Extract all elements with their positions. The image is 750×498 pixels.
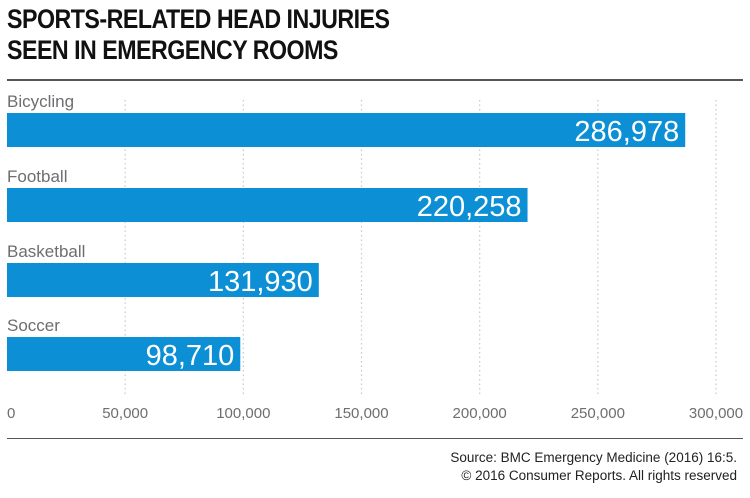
chart-title-line-1: SPORTS-RELATED HEAD INJURIES — [7, 4, 390, 34]
x-tick-label: 50,000 — [102, 405, 148, 422]
source-note: Source: BMC Emergency Medicine (2016) 16… — [450, 449, 737, 485]
bottom-divider — [7, 438, 743, 439]
bar — [7, 188, 528, 222]
x-axis-ticks: 0 50,000 100,000 150,000 200,000 250,000 300,0… — [7, 405, 743, 422]
bar-value-label: 131,930 — [208, 266, 313, 298]
source-line-1: Source: BMC Emergency Medicine (2016) 16… — [450, 450, 737, 465]
x-tick-label: 150,000 — [334, 405, 388, 422]
bar-value-label: 286,978 — [574, 116, 679, 148]
x-tick-label: 0 — [7, 405, 15, 422]
x-tick-label: 250,000 — [571, 405, 625, 422]
bars: Bicycling 286,978 Football 220,258 Basketbal… — [7, 92, 686, 372]
category-label: Football — [7, 167, 67, 186]
category-label: Basketball — [7, 242, 85, 261]
top-divider — [7, 79, 743, 81]
bar — [7, 113, 686, 147]
source-line-2: © 2016 Consumer Reports. All rights rese… — [461, 468, 737, 483]
bar-value-label: 98,710 — [146, 340, 235, 372]
category-label: Soccer — [7, 316, 60, 335]
bar-value-label: 220,258 — [417, 191, 522, 223]
x-tick-label: 300,000 — [689, 405, 743, 422]
category-label: Bicycling — [7, 92, 74, 111]
bar — [7, 263, 319, 297]
x-tick-label: 100,000 — [216, 405, 270, 422]
x-tick-label: 200,000 — [453, 405, 507, 422]
chart-title: SPORTS-RELATED HEAD INJURIES SEEN IN EME… — [7, 4, 390, 66]
bar — [7, 337, 241, 371]
chart-title-line-2: SEEN IN EMERGENCY ROOMS — [7, 35, 338, 65]
